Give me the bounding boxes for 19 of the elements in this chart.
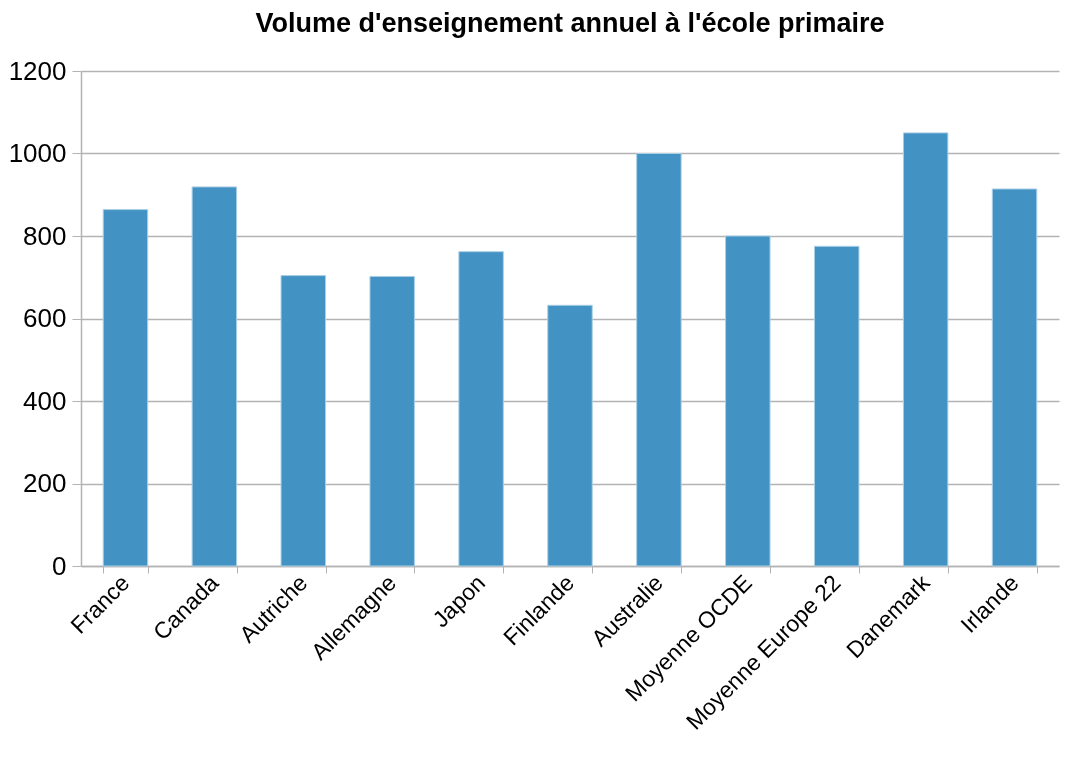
chart-title: Volume d'enseignement annuel à l'école primaire	[255, 8, 885, 38]
bar	[369, 275, 415, 567]
bar	[102, 209, 149, 567]
y-tick-label: 600	[23, 303, 67, 333]
y-tick-label: 800	[23, 220, 67, 251]
bar	[725, 235, 771, 567]
bar	[814, 245, 860, 567]
bar	[991, 188, 1038, 567]
bar	[458, 251, 504, 567]
y-tick-label: 200	[23, 468, 67, 498]
bar	[280, 275, 326, 567]
y-tick-label: 400	[23, 385, 67, 416]
bar	[191, 186, 238, 567]
y-tick-label: 1000	[8, 138, 67, 168]
bar	[636, 153, 682, 567]
y-tick-label: 0	[52, 550, 67, 581]
bar	[547, 304, 593, 567]
bar	[902, 132, 949, 567]
y-tick-label: 1200	[8, 55, 67, 86]
